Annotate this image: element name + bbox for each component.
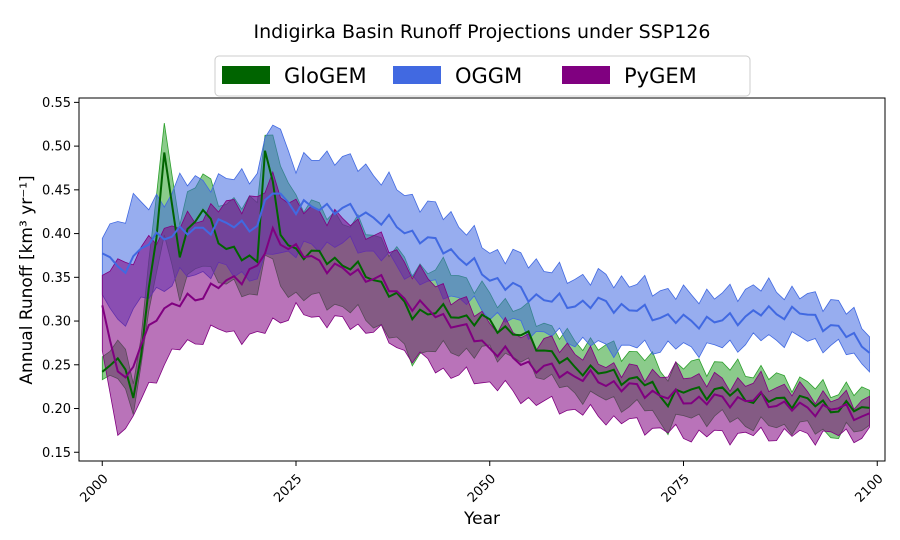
legend-box	[214, 55, 751, 97]
plot-frame	[78, 97, 886, 462]
pygem-range-band	[101, 170, 870, 446]
x-tick-label: 2100	[853, 472, 887, 506]
y-tick-label: 0.35	[42, 271, 71, 286]
uncertainty-bands	[101, 122, 870, 446]
y-axis-ticks: 0.15 0.20 0.25 0.30 0.35 0.40 0.45 0.50 0.55	[42, 96, 79, 461]
chart-title: Indigirka Basin Runoff Projections under…	[253, 21, 710, 43]
oggm-legend-label: OGGM	[455, 64, 522, 88]
legend: GloGEM OGGM PyGEM	[214, 55, 751, 97]
y-tick-label: 0.50	[42, 140, 71, 155]
x-tick-label: 2025	[271, 472, 305, 506]
glogem-legend-label: GloGEM	[284, 64, 367, 88]
glogem-legend-swatch	[222, 66, 270, 84]
oggm-median-line	[101, 192, 871, 354]
x-axis-ticks: 2000 2025 2050 2075 2100	[78, 461, 887, 506]
x-tick-label: 2000	[78, 472, 112, 506]
y-tick-label: 0.20	[42, 402, 71, 417]
y-tick-label: 0.40	[42, 227, 71, 242]
y-axis-label: Annual Runoff [km³ yr⁻¹]	[17, 175, 37, 384]
y-tick-label: 0.55	[42, 96, 71, 111]
pygem-legend-label: PyGEM	[624, 64, 697, 88]
pygem-median-line	[101, 225, 870, 422]
glogem-median-line	[101, 150, 870, 414]
x-axis-label: Year	[463, 509, 500, 529]
y-tick-label: 0.45	[42, 183, 71, 198]
x-tick-label: 2050	[465, 472, 499, 506]
median-lines	[101, 150, 871, 422]
x-tick-label: 2075	[659, 472, 693, 506]
y-tick-label: 0.30	[42, 315, 71, 330]
y-tick-label: 0.25	[42, 358, 71, 373]
y-tick-label: 0.15	[42, 446, 71, 461]
pygem-legend-swatch	[562, 66, 610, 84]
oggm-legend-swatch	[393, 66, 441, 84]
